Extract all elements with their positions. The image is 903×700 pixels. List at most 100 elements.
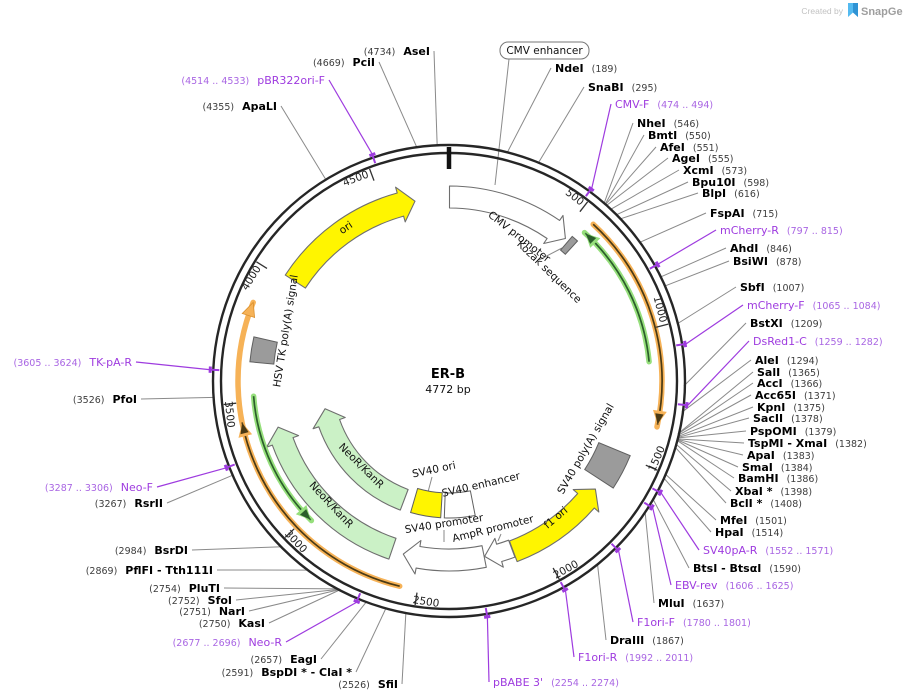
site-label-text-FspAI: FspAI (715): [710, 207, 778, 220]
leader-SalI: [677, 371, 754, 435]
feature-sv40-promoter: [402, 539, 487, 575]
leader-Neo-R: [285, 601, 357, 643]
primer-site-stub-EBV-rev: [643, 501, 654, 509]
leader-ApaI: [676, 438, 744, 456]
leader-lines: [135, 50, 754, 685]
tick-4500: [368, 168, 375, 181]
feature-ampr-promoter: [484, 537, 516, 568]
leader-BsiWI: [663, 260, 730, 287]
kozak-leader: [538, 247, 563, 261]
leader-AccI: [677, 382, 754, 435]
site-label-text-SV40pA-R: SV40pA-R (1552 .. 1571): [703, 544, 833, 557]
site-label-text-BsiWI: BsiWI (878): [733, 255, 801, 268]
site-label-text-SfoI: (2752) SfoI: [168, 594, 232, 607]
plasmid-name: ER-B: [431, 367, 465, 382]
site-label-BamHI: BamHI (1386): [738, 472, 818, 485]
credit-text: Created by: [801, 6, 843, 16]
primer-site-stub-SV40pA-R: [651, 487, 662, 494]
site-label-text-AleI: AleI (1294): [755, 354, 818, 367]
leader-pBR322ori-F: [328, 79, 373, 155]
site-label-Neo-F: (3287 .. 3306) Neo-F: [45, 481, 153, 494]
site-label-text-NdeI: NdeI (189): [555, 62, 617, 75]
leader-KasI: [268, 589, 341, 624]
tick-2000: [552, 567, 560, 580]
leader-BmtI: [604, 134, 645, 206]
leader-SbfI: [676, 286, 737, 325]
site-label-text-DraIII: DraIII (1867): [610, 634, 684, 647]
site-label-BsiWI: BsiWI (878): [733, 255, 801, 268]
leader-F1ori-F: [618, 550, 634, 623]
site-label-text-mCherry-R: mCherry-R (797 .. 815): [720, 224, 843, 237]
site-label-text-PspOMI: PspOMI (1379): [750, 425, 836, 438]
tick-label-500: 500: [563, 187, 586, 209]
site-label-AseI: (4734) AseI: [364, 45, 430, 58]
ampr-promoter-leader: [497, 533, 502, 542]
site-label-SfoI: (2752) SfoI: [168, 594, 232, 607]
primer-site-stub-mCherry-R: [649, 263, 659, 270]
site-label-text-AgeI: AgeI (555): [672, 152, 734, 165]
site-label-BmtI: BmtI (550): [648, 129, 711, 142]
leader-DsRed1-C: [687, 340, 750, 406]
site-label-pBABE-3-: pBABE 3' (2254 .. 2274): [493, 676, 619, 689]
leader-SfoI: [235, 588, 341, 601]
snapgene-logo-icon: [848, 3, 858, 17]
site-label-text-Acc65I: Acc65I (1371): [755, 389, 836, 402]
site-label-AleI: AleI (1294): [755, 354, 818, 367]
site-label-XcmI: XcmI (573): [683, 164, 747, 177]
site-label-text-EBV-rev: EBV-rev (1606 .. 1625): [675, 579, 793, 592]
leader-SnaBI: [537, 86, 585, 164]
tick-3000: [284, 528, 295, 538]
feature-orf-forward-left-glow-arrowhead: [241, 301, 256, 319]
site-label-text-SmaI: SmaI (1384): [742, 461, 813, 474]
site-label-mCherry-R: mCherry-R (797 .. 815): [720, 224, 843, 237]
site-label-text-pBR322ori-F: (4514 .. 4533) pBR322ori-F: [181, 74, 325, 87]
site-label-text-PluTI: (2754) PluTI: [149, 582, 220, 595]
site-label-text-AhdI: AhdI (846): [730, 242, 792, 255]
site-label-text-TK-pA-R: (3605 .. 3624) TK-pA-R: [14, 356, 133, 369]
site-label-text-DsRed1-C: DsRed1-C (1259 .. 1282): [753, 335, 883, 348]
leader-FspAI: [638, 212, 707, 244]
leader-AleI: [681, 359, 752, 413]
leader-BamHI: [676, 439, 735, 479]
site-label-text-KasI: (2750) KasI: [199, 617, 265, 630]
leader-AgeI: [605, 157, 669, 207]
site-label-NdeI: NdeI (189): [555, 62, 617, 75]
site-label-MfeI: MfeI (1501): [720, 514, 787, 527]
site-label-BtsI-Bts-I: BtsI - BtsαI (1590): [693, 562, 801, 575]
site-label-MluI: MluI (1637): [658, 597, 724, 610]
site-label-text-MluI: MluI (1637): [658, 597, 724, 610]
site-label-text-F1ori-R: F1ori-R (1992 .. 2011): [578, 651, 693, 664]
leader-cmv-enhancer: [494, 58, 510, 186]
feature-neor-kanr-outer: [266, 426, 397, 560]
primer-site-stub-F1ori-R: [559, 581, 567, 592]
kozak-sequence-label: Kozak sequence: [514, 238, 583, 306]
site-label-Acc65I: Acc65I (1371): [755, 389, 836, 402]
site-label-text-NheI: NheI (546): [637, 117, 699, 130]
site-label-text-CMV-F: CMV-F (474 .. 494): [615, 98, 713, 111]
tick-1000: [655, 323, 669, 328]
sv40-enhancer-label: SV40 enhancer: [441, 470, 522, 500]
tick-label-4500: 4500: [341, 169, 370, 190]
site-label-BlpI: BlpI (616): [702, 187, 760, 200]
tick-3500: [223, 402, 237, 406]
leader-XbaI-: [675, 443, 732, 492]
leader-NarI: [248, 588, 341, 612]
primer-site-stub-Neo-F: [225, 463, 236, 470]
site-label-XbaI-: XbaI * (1398): [735, 485, 812, 498]
site-label-SbfI: SbfI (1007): [740, 281, 804, 294]
leader-EagI: [320, 600, 368, 660]
leader-PspOMI: [676, 430, 747, 439]
site-label-text-BspDI-ClaI-: (2591) BspDI * - ClaI *: [222, 666, 353, 679]
feature-orf-forward-left-core: [241, 422, 400, 588]
tick-label-3500: 3500: [222, 400, 237, 428]
leader-NdeI: [506, 67, 552, 154]
tick-1500: [645, 464, 658, 471]
site-label-PflFI-Tth111I: (2869) PflFI - Tth111I: [86, 564, 213, 577]
leader-SacII: [676, 417, 750, 439]
site-label-FspAI: FspAI (715): [710, 207, 778, 220]
feature-orf-forward-right-core: [592, 223, 663, 425]
site-label-NarI: (2751) NarI: [179, 605, 245, 618]
site-label-DraIII: DraIII (1867): [610, 634, 684, 647]
site-label-BstXI: BstXI (1209): [750, 317, 822, 330]
leader-Bpu10I: [615, 181, 689, 216]
